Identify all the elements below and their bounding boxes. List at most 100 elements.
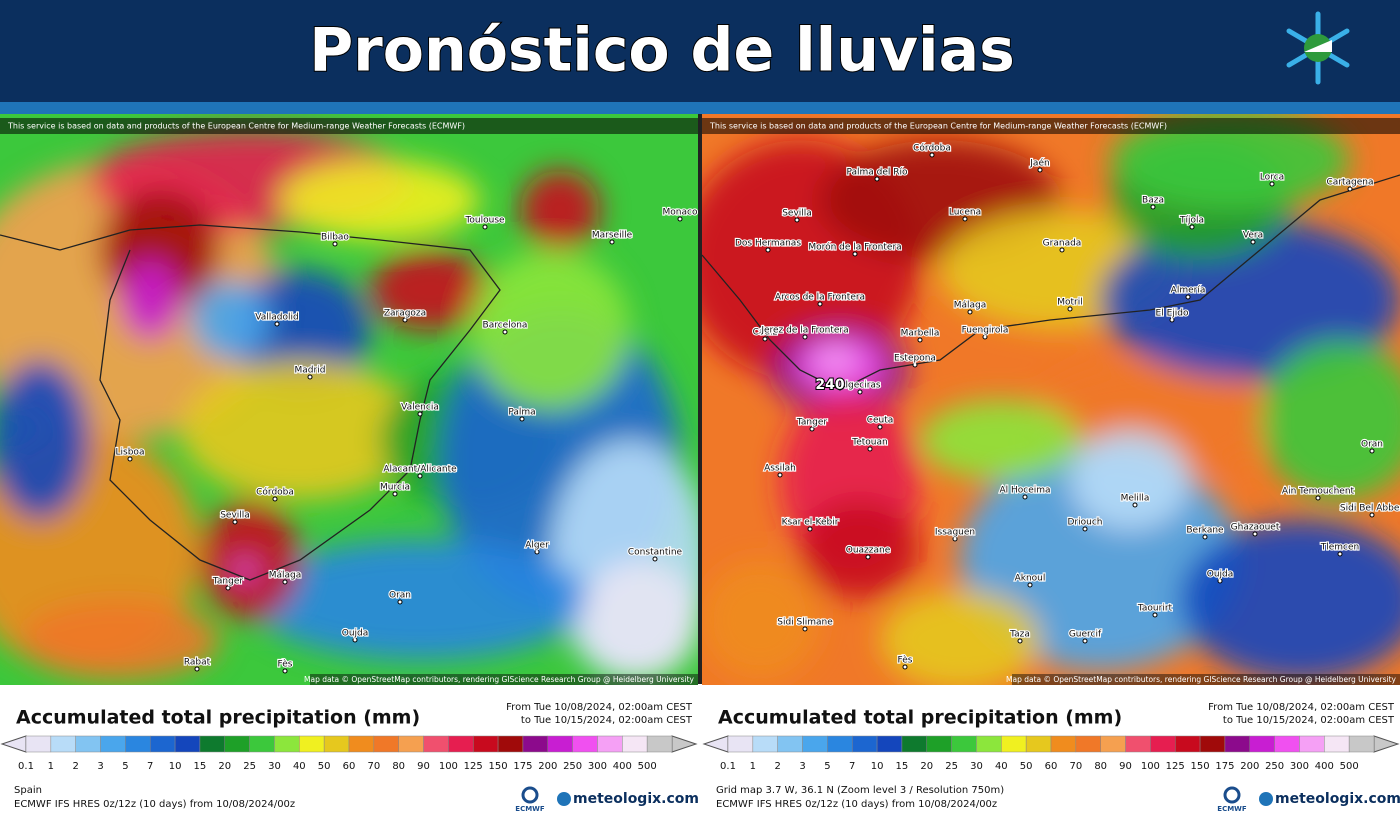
colorbar-cell [125, 735, 151, 753]
credit-bar [310, 674, 698, 685]
colorbar-label: 10 [871, 761, 884, 772]
colorbar-cell [777, 735, 803, 753]
precip-area [120, 260, 180, 340]
place-label: Oujda [342, 629, 369, 639]
place-dot [1059, 247, 1065, 253]
colorbar-label: 0.1 [18, 761, 34, 772]
colorbar-cell [423, 735, 449, 753]
precip-area [813, 346, 857, 374]
place-dot [534, 549, 540, 555]
place-label: Fuengirola [962, 326, 1009, 336]
place-label: Berkane [1186, 526, 1224, 536]
divider [698, 114, 702, 685]
place-label: Sidi Bel Abbes [1340, 504, 1400, 514]
place-label: Jaén [1029, 158, 1049, 169]
peak-label: 240 [815, 377, 844, 393]
map-credit: Map data © OpenStreetMap contributors, r… [304, 675, 695, 684]
colorbar-label: 60 [1045, 761, 1058, 772]
colorbar-label: 150 [489, 761, 508, 772]
colorbar-label: 20 [920, 761, 933, 772]
colorbar-label: 40 [293, 761, 306, 772]
precip-area [520, 170, 600, 250]
colorbar-label: 1 [750, 761, 756, 772]
colorbar-cell [398, 735, 424, 753]
place-label: Baza [1142, 196, 1164, 206]
precip-area [250, 540, 590, 660]
brand-logo [557, 792, 571, 806]
place-dot [777, 472, 783, 478]
place-dot [1369, 512, 1375, 518]
place-label: Lorca [1260, 173, 1284, 183]
colorbar-label: 25 [243, 761, 256, 772]
brand: meteologix.com [1275, 791, 1400, 807]
place-label: Driouch [1068, 518, 1103, 528]
place-label: Ouazzane [846, 546, 891, 556]
place-dot [1082, 638, 1088, 644]
place-dot [1027, 582, 1033, 588]
place-label: Bilbao [321, 233, 349, 243]
colorbar-label: 70 [367, 761, 380, 772]
precip-area [190, 280, 270, 360]
coastline [702, 174, 1400, 391]
place-label: Valencia [401, 403, 439, 413]
place-dot [865, 554, 871, 560]
colorbar-cell [1249, 735, 1275, 753]
legend-to: to Tue 10/15/2024, 02:00am CEST [521, 715, 693, 726]
colorbar-label: 15 [194, 761, 207, 772]
colorbar-cell [727, 735, 754, 753]
place-dot [417, 411, 423, 417]
place-label: Ain Temouchent [1282, 487, 1355, 497]
region: Grid map 3.7 W, 36.1 N (Zoom level 3 / R… [716, 785, 1004, 796]
place-label: Alger [525, 541, 549, 551]
place-dot [502, 329, 508, 335]
place-label: Tetouan [851, 438, 887, 448]
colorbar-label: 5 [122, 761, 128, 772]
brand-logo [1259, 792, 1273, 806]
place-dot [1269, 181, 1275, 187]
colorbar-cell [75, 735, 101, 753]
place-dot [1250, 239, 1256, 245]
place-dot [967, 309, 973, 315]
place-dot [1189, 224, 1195, 230]
colorbar-cell [348, 735, 375, 753]
precip-area [1100, 220, 1400, 380]
colorbar-label: 20 [218, 761, 231, 772]
colorbar-label: 500 [638, 761, 657, 772]
attribution: This service is based on data and produc… [7, 122, 465, 131]
place-dot [1252, 531, 1258, 537]
precip-area [880, 590, 1040, 685]
colorbar-cell [1224, 735, 1251, 753]
place-label: Ceuta [867, 416, 894, 426]
colorbar-label: 200 [538, 761, 557, 772]
precip-area [800, 500, 920, 600]
precip-area [280, 160, 480, 240]
map-credit: Map data © OpenStreetMap contributors, r… [1006, 675, 1397, 684]
place-label: Marseille [592, 231, 633, 241]
credit-bar [1012, 674, 1400, 685]
place-dot [877, 424, 883, 430]
place-label: Tanger [796, 418, 827, 428]
colorbar-cell [597, 735, 623, 753]
place-dot [332, 241, 338, 247]
model-info: ECMWF IFS HRES 0z/12z (10 days) from 10/… [14, 799, 295, 810]
place-dot [929, 152, 935, 158]
map-panel: This service is based on data and produc… [0, 114, 698, 685]
brand: meteologix.com [573, 791, 699, 807]
place-dot [807, 526, 813, 532]
colorbar-label: 500 [1340, 761, 1359, 772]
colorbar-label: 175 [513, 761, 532, 772]
place-label: Oujda [1207, 570, 1234, 580]
place-dot [982, 334, 988, 340]
place-label: Zaragoza [384, 309, 426, 319]
colorbar-label: 125 [464, 761, 483, 772]
place-dot [1169, 317, 1175, 323]
place-dot [1067, 306, 1073, 312]
place-dot [1082, 526, 1088, 532]
precip-field [702, 114, 1400, 685]
colorbar-cell [174, 735, 201, 753]
place-dot [817, 301, 823, 307]
legend-title: Accumulated total precipitation (mm) [16, 707, 420, 729]
precip-area [580, 560, 698, 680]
legend-from: From Tue 10/08/2024, 02:00am CEST [506, 702, 693, 713]
